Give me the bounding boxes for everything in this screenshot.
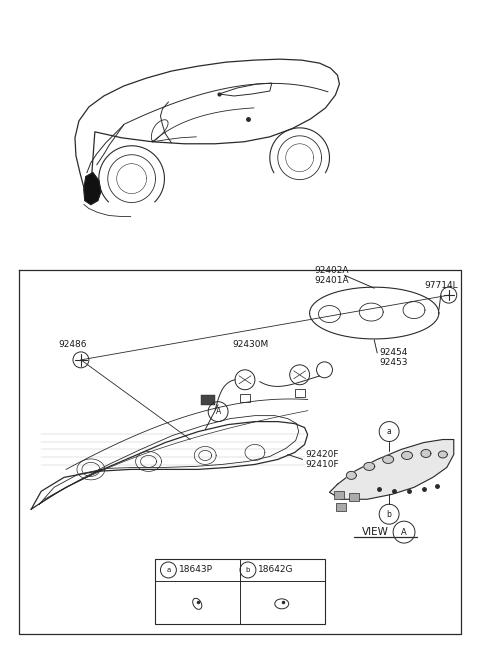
Text: 92402A: 92402A bbox=[314, 266, 349, 274]
Bar bbox=[295, 388, 305, 397]
Text: VIEW: VIEW bbox=[362, 527, 389, 537]
Text: a: a bbox=[387, 427, 392, 436]
Polygon shape bbox=[84, 173, 101, 204]
Text: 92410F: 92410F bbox=[306, 460, 339, 469]
Bar bbox=[201, 395, 215, 405]
Text: 92454: 92454 bbox=[379, 348, 408, 358]
Text: 92401A: 92401A bbox=[314, 276, 349, 285]
Polygon shape bbox=[347, 472, 356, 479]
Bar bbox=[335, 491, 344, 499]
Polygon shape bbox=[383, 455, 394, 464]
Bar bbox=[336, 503, 347, 511]
Text: A: A bbox=[401, 528, 407, 536]
Text: a: a bbox=[166, 567, 170, 573]
Text: 18643P: 18643P bbox=[180, 565, 213, 574]
Text: 97714L: 97714L bbox=[424, 281, 457, 290]
Polygon shape bbox=[329, 440, 454, 499]
Text: 92430M: 92430M bbox=[232, 341, 268, 349]
Text: 92453: 92453 bbox=[379, 358, 408, 367]
Text: A: A bbox=[216, 407, 221, 416]
Polygon shape bbox=[402, 451, 412, 459]
Text: 92486: 92486 bbox=[58, 341, 86, 349]
Text: b: b bbox=[387, 510, 392, 519]
Polygon shape bbox=[364, 462, 375, 470]
Bar bbox=[240, 394, 250, 402]
Bar bbox=[156, 559, 324, 624]
Text: b: b bbox=[246, 567, 250, 573]
Text: 18642G: 18642G bbox=[258, 565, 293, 574]
Text: 92420F: 92420F bbox=[306, 450, 339, 459]
Polygon shape bbox=[421, 449, 431, 457]
Bar bbox=[349, 493, 360, 501]
Polygon shape bbox=[438, 451, 447, 458]
